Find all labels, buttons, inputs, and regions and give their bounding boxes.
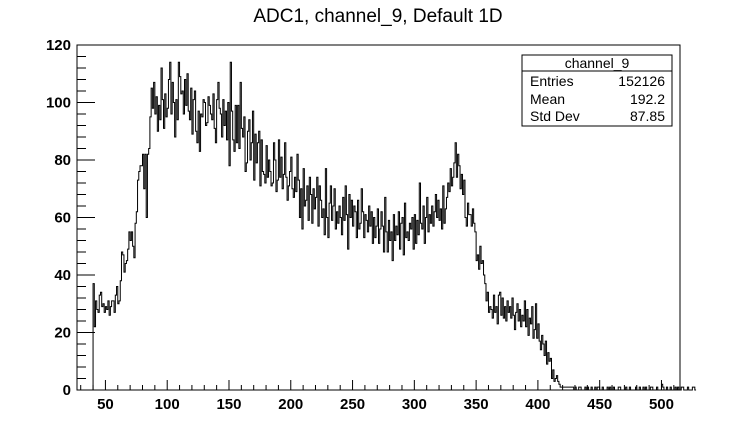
y-tick-label: 0	[63, 382, 71, 399]
stats-stddev-value: 87.85	[630, 108, 665, 124]
stats-box-frame	[521, 54, 673, 127]
x-tick-label: 400	[525, 396, 550, 413]
x-tick-label: 500	[649, 396, 674, 413]
x-tick-label: 200	[278, 396, 303, 413]
x-tick-label: 300	[402, 396, 427, 413]
stats-entries-label: Entries	[530, 73, 574, 89]
y-tick-label: 120	[46, 37, 71, 54]
histogram-line	[92, 61, 697, 391]
x-axis: 50 100 150 200 250 300 350 400 450 500	[80, 380, 675, 413]
y-axis: 0 20 40 60 80 100 120	[46, 37, 95, 399]
chart-title: ADC1, channel_9, Default 1D	[253, 6, 503, 27]
stats-entries-value: 152126	[618, 73, 665, 89]
stats-box: channel_9 Entries 152126 Mean 192.2 Std …	[521, 54, 673, 127]
stats-mean-label: Mean	[530, 91, 565, 107]
y-tick-label: 20	[54, 325, 71, 342]
y-tick-label: 100	[46, 95, 71, 112]
stats-box-title: channel_9	[565, 55, 630, 71]
x-tick-label: 100	[155, 396, 180, 413]
x-tick-label: 150	[216, 396, 241, 413]
stats-mean-value: 192.2	[630, 91, 665, 107]
y-tick-label: 40	[54, 267, 71, 284]
x-tick-label: 450	[587, 396, 612, 413]
stats-stddev-label: Std Dev	[530, 108, 580, 124]
y-tick-label: 60	[54, 210, 71, 227]
x-tick-label: 50	[97, 396, 114, 413]
y-tick-label: 80	[54, 152, 71, 169]
x-tick-label: 250	[340, 396, 365, 413]
x-tick-label: 350	[464, 396, 489, 413]
